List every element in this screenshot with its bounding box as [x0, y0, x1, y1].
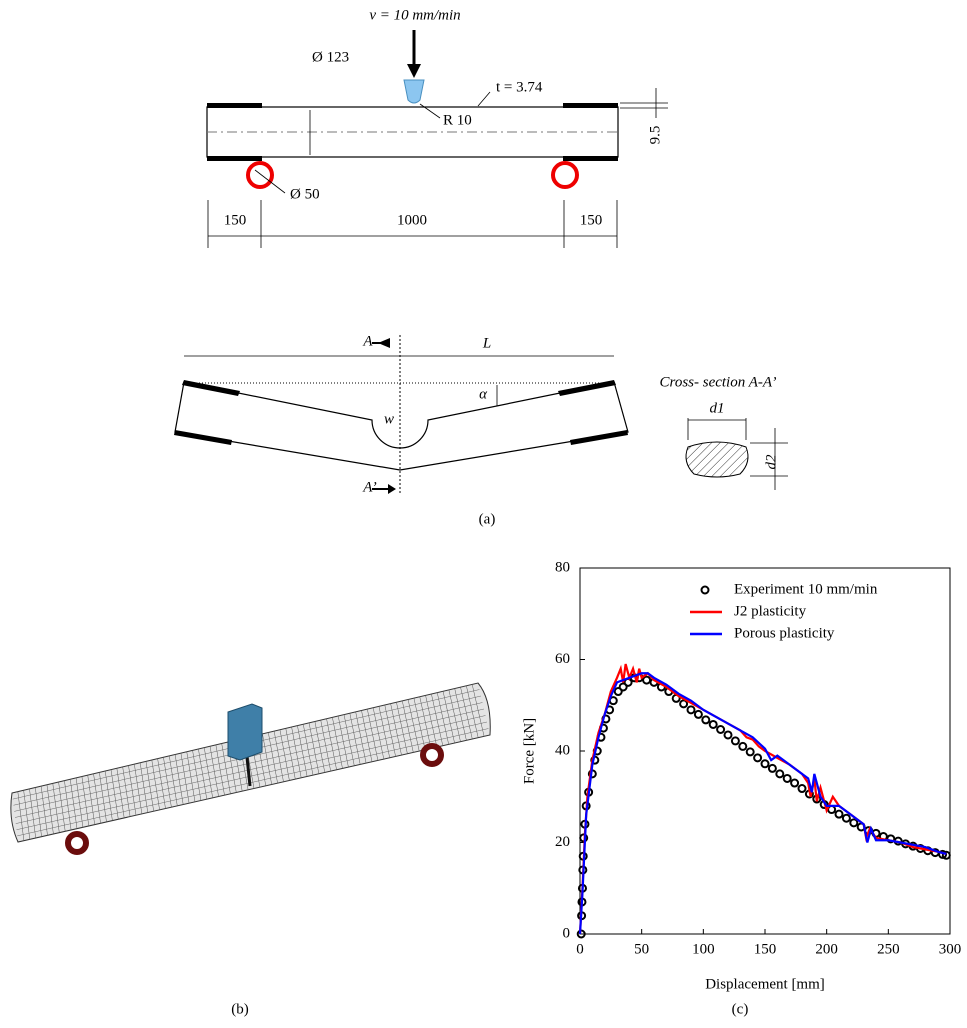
series-line — [578, 663, 947, 935]
y-tick-label: 60 — [555, 651, 570, 667]
data-point — [886, 834, 896, 844]
bent-beam — [174, 381, 629, 471]
data-point — [753, 753, 763, 763]
x-tick-label: 100 — [692, 941, 715, 957]
dim-label: t = 3.74 — [496, 79, 543, 95]
plate — [174, 430, 232, 445]
data-point — [642, 675, 652, 685]
plate — [570, 430, 628, 445]
x-tick-label: 50 — [634, 941, 649, 957]
plate — [207, 103, 262, 108]
data-point — [941, 850, 951, 860]
data-point — [767, 763, 777, 773]
support — [551, 161, 579, 189]
y-tick-label: 40 — [555, 742, 570, 758]
plate — [563, 103, 618, 108]
dimension-line — [477, 91, 491, 107]
arrowhead — [407, 64, 421, 78]
panel-label: (a) — [479, 511, 496, 527]
data-point — [618, 682, 628, 692]
x-tick-label: 0 — [576, 941, 584, 957]
legend-label: J2 plasticity — [734, 603, 807, 619]
data-point — [693, 709, 703, 719]
indenter — [403, 79, 425, 104]
y-tick-label: 0 — [563, 925, 571, 941]
cross-section — [685, 441, 749, 478]
data-point — [745, 747, 755, 757]
data-point — [760, 759, 770, 769]
section-label: A — [362, 333, 373, 349]
mesh-line — [14, 708, 485, 818]
dimension-line — [419, 103, 441, 119]
data-point — [716, 724, 726, 734]
support — [65, 831, 89, 855]
mesh-line — [16, 721, 488, 830]
data-point — [849, 818, 859, 828]
dim-label: d1 — [710, 400, 725, 416]
plate — [182, 380, 240, 396]
tube — [10, 682, 491, 843]
legend-label: Porous plasticity — [734, 625, 835, 641]
x-tick-label: 200 — [815, 941, 838, 957]
data-point — [708, 719, 718, 729]
data-point — [730, 736, 740, 746]
series-line — [578, 672, 947, 935]
legend-label: Experiment 10 mm/min — [734, 581, 878, 597]
plate — [558, 380, 616, 396]
dim-label: d2 — [763, 454, 779, 470]
y-tick-label: 20 — [555, 834, 570, 850]
dim-label: 150 — [580, 212, 603, 228]
x-tick-label: 250 — [877, 941, 900, 957]
cross-section-title: Cross- section A-A’ — [660, 374, 777, 390]
data-point — [686, 705, 696, 715]
data-point — [679, 699, 689, 709]
data-point — [841, 813, 851, 823]
panel-a: v = 10 mm/min Ø 123 t = 3.74 R 10 9.5 Ø … — [174, 7, 788, 527]
plate — [563, 156, 618, 161]
dim-label: Ø 50 — [290, 186, 320, 202]
y-axis-label: Force [kN] — [521, 718, 537, 784]
dim-label: Ø 123 — [312, 49, 349, 65]
data-point — [775, 769, 785, 779]
data-point — [613, 687, 623, 697]
mesh-line — [17, 728, 489, 837]
dim-label: R 10 — [443, 112, 472, 128]
panel-label: (b) — [231, 1001, 249, 1017]
support — [420, 743, 444, 767]
data-point — [790, 778, 800, 788]
data-point — [834, 809, 844, 819]
data-point — [723, 730, 733, 740]
panel-b: (b) — [10, 682, 491, 1017]
panel-label: (c) — [732, 1001, 749, 1017]
dim-label: 1000 — [397, 212, 427, 228]
data-point — [797, 784, 807, 794]
section-label: A’ — [362, 479, 377, 495]
velocity: v = 10 mm/min — [369, 7, 460, 23]
x-tick-label: 150 — [754, 941, 777, 957]
x-axis-label: Displacement [mm] — [705, 976, 825, 992]
dim-label: α — [479, 386, 488, 402]
mesh-line — [15, 715, 486, 824]
indenter — [227, 703, 263, 761]
legend-marker — [700, 585, 710, 595]
dimension-line — [254, 169, 286, 194]
x-tick-label: 300 — [939, 941, 962, 957]
y-tick-label: 80 — [555, 559, 570, 575]
arrow — [388, 484, 396, 494]
dim-label: 150 — [224, 212, 247, 228]
data-point — [701, 715, 711, 725]
panel-c: Displacement [mm] Force [kN] (c) 0 50 100 1… — [521, 559, 961, 1017]
dim-label: 9.5 — [647, 126, 663, 145]
data-point — [738, 741, 748, 751]
plate — [207, 156, 262, 161]
dim-label: w — [384, 411, 394, 427]
support — [246, 161, 274, 189]
data-point — [782, 773, 792, 783]
dim-label: L — [482, 335, 491, 351]
